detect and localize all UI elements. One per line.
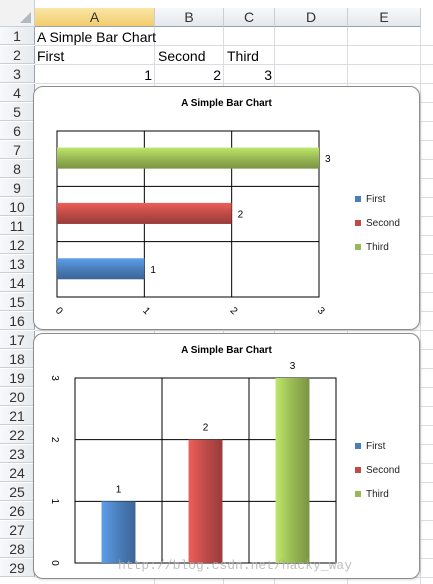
data-label: 2 — [238, 209, 244, 220]
row-header-5[interactable]: 5 — [0, 103, 35, 121]
row-header-6[interactable]: 6 — [0, 122, 35, 140]
tick-label: 0 — [53, 305, 65, 317]
chart-plot-area: 0 1 2 3 1 2 3 — [53, 130, 331, 317]
row-gridline — [35, 64, 433, 65]
row-gridline — [35, 45, 433, 46]
row-header-13[interactable]: 13 — [0, 255, 35, 273]
row-header-17[interactable]: 17 — [0, 331, 35, 349]
legend-swatch-third — [355, 244, 361, 250]
legend-label: Second — [366, 218, 400, 229]
cell-a1[interactable]: A Simple Bar Chart — [37, 29, 157, 45]
row-header-27[interactable]: 27 — [0, 521, 35, 539]
row-header-1[interactable]: 1 — [0, 27, 35, 45]
bar-first — [101, 501, 136, 563]
tick-label: 1 — [49, 499, 60, 505]
row-header-7[interactable]: 7 — [0, 141, 35, 159]
row-header-3[interactable]: 3 — [0, 65, 35, 83]
data-label: 1 — [116, 484, 122, 495]
data-label: 3 — [325, 154, 331, 165]
cell-b3[interactable]: 2 — [213, 67, 221, 83]
data-label: 2 — [203, 423, 209, 434]
row-gridline — [35, 330, 433, 331]
cell-a3[interactable]: 1 — [144, 67, 152, 83]
bar-third — [57, 147, 319, 169]
legend-label: Third — [366, 242, 389, 253]
legend-label: First — [366, 441, 386, 452]
legend-swatch-first — [355, 443, 361, 449]
row-header-22[interactable]: 22 — [0, 426, 35, 444]
data-label: 1 — [150, 265, 156, 276]
row-header-8[interactable]: 8 — [0, 160, 35, 178]
row-header-4[interactable]: 4 — [0, 84, 35, 102]
legend-swatch-second — [355, 467, 361, 473]
row-header-12[interactable]: 12 — [0, 236, 35, 254]
column-gridline — [420, 27, 421, 584]
column-header-a[interactable]: A — [35, 8, 155, 27]
chart-title: A Simple Bar Chart — [181, 345, 272, 356]
column-header-b[interactable]: B — [155, 8, 224, 27]
tick-label: 2 — [228, 305, 240, 317]
legend-swatch-third — [355, 491, 361, 497]
chart-title: A Simple Bar Chart — [181, 98, 272, 109]
row-header-25[interactable]: 25 — [0, 483, 35, 501]
tick-label: 2 — [49, 437, 60, 443]
bar-second — [188, 439, 223, 563]
cell-a2[interactable]: First — [37, 48, 65, 64]
legend-label: First — [366, 194, 386, 205]
tick-label: 0 — [49, 560, 60, 566]
row-header-14[interactable]: 14 — [0, 274, 35, 292]
row-gridline — [35, 83, 433, 84]
tick-label: 3 — [315, 305, 327, 317]
row-header-18[interactable]: 18 — [0, 350, 35, 368]
bar-first — [57, 258, 145, 280]
legend-label: Second — [366, 465, 400, 476]
select-all-button[interactable] — [0, 0, 35, 27]
cell-c3[interactable]: 3 — [264, 67, 272, 83]
bar-second — [57, 202, 232, 224]
row-header-26[interactable]: 26 — [0, 502, 35, 520]
cell-b2[interactable]: Second — [158, 48, 206, 64]
row-header-23[interactable]: 23 — [0, 445, 35, 463]
column-header-d[interactable]: D — [275, 8, 348, 27]
row-header-9[interactable]: 9 — [0, 179, 35, 197]
data-label: 3 — [290, 361, 296, 372]
row-header-20[interactable]: 20 — [0, 388, 35, 406]
chart-plot-area: 0 1 2 3 1 2 3 — [49, 361, 337, 566]
row-header-15[interactable]: 15 — [0, 293, 35, 311]
row-header-2[interactable]: 2 — [0, 46, 35, 64]
column-header-c[interactable]: C — [224, 8, 275, 27]
row-header-29[interactable]: 29 — [0, 559, 35, 577]
column-header-e[interactable]: E — [348, 8, 421, 27]
row-header-10[interactable]: 10 — [0, 198, 35, 216]
legend-label: Third — [366, 489, 389, 500]
row-header-24[interactable]: 24 — [0, 464, 35, 482]
tick-label: 1 — [140, 305, 152, 317]
row-header-21[interactable]: 21 — [0, 407, 35, 425]
row-header-28[interactable]: 28 — [0, 540, 35, 558]
watermark-text: http://blog.csdn.net/hacky_way — [118, 558, 353, 573]
select-all-triangle-icon — [20, 12, 31, 23]
row-header-11[interactable]: 11 — [0, 217, 35, 235]
row-header-19[interactable]: 19 — [0, 369, 35, 387]
row-header-16[interactable]: 16 — [0, 312, 35, 330]
bar-third — [275, 378, 310, 563]
legend-swatch-second — [355, 220, 361, 226]
legend-swatch-first — [355, 196, 361, 202]
tick-label: 3 — [49, 375, 60, 381]
cell-c2[interactable]: Third — [227, 48, 259, 64]
